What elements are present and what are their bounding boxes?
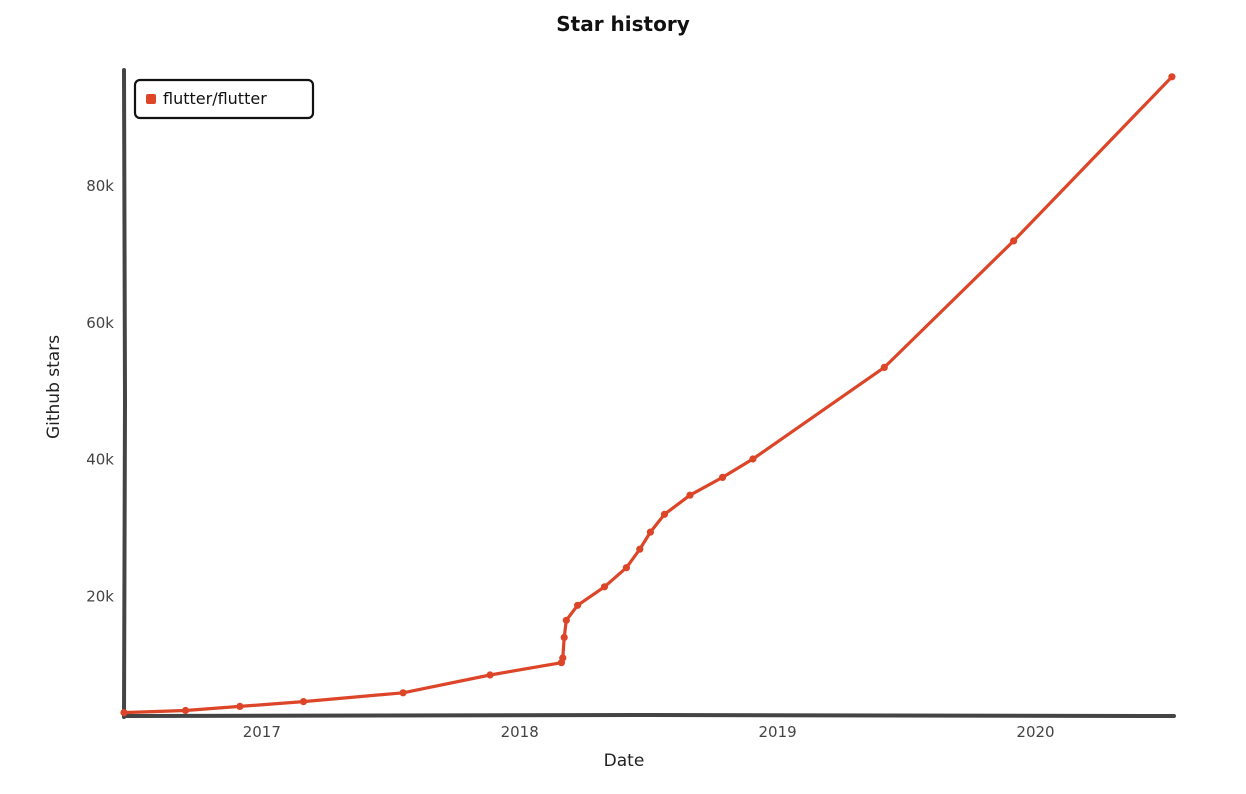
y-tick-label: 40k bbox=[86, 451, 114, 469]
series-line-0 bbox=[122, 75, 1174, 715]
data-point[interactable] bbox=[1168, 73, 1176, 81]
legend: flutter/flutter bbox=[133, 78, 315, 120]
data-point[interactable] bbox=[622, 564, 631, 572]
y-tick-label: 60k bbox=[86, 314, 114, 332]
y-tick-labels: 20k 40k 60k 80k bbox=[86, 177, 114, 605]
data-point[interactable] bbox=[560, 633, 568, 642]
x-tick-label: 2019 bbox=[759, 723, 797, 741]
data-point[interactable] bbox=[486, 671, 494, 679]
y-tick-label: 20k bbox=[86, 587, 114, 605]
data-point[interactable] bbox=[181, 706, 190, 715]
data-point[interactable] bbox=[236, 702, 244, 711]
data-point[interactable] bbox=[686, 491, 694, 499]
data-point[interactable] bbox=[600, 583, 609, 591]
series-layer bbox=[120, 73, 1176, 717]
data-point[interactable] bbox=[562, 616, 570, 624]
data-point[interactable] bbox=[636, 545, 644, 553]
legend-label-flutter: flutter/flutter bbox=[163, 89, 267, 108]
data-point[interactable] bbox=[120, 709, 128, 717]
x-tick-label: 2018 bbox=[501, 723, 539, 741]
data-point[interactable] bbox=[660, 510, 669, 518]
axes bbox=[122, 68, 1176, 719]
x-tick-label: 2017 bbox=[243, 723, 281, 741]
x-axis-line bbox=[122, 712, 1176, 718]
legend-box bbox=[133, 78, 315, 120]
data-point[interactable] bbox=[880, 363, 888, 371]
data-point[interactable] bbox=[1010, 237, 1018, 245]
data-point[interactable] bbox=[749, 455, 757, 463]
data-point[interactable] bbox=[718, 473, 727, 481]
chart-title: Star history bbox=[556, 12, 690, 36]
data-point[interactable] bbox=[646, 528, 655, 536]
x-tick-label: 2020 bbox=[1016, 723, 1054, 741]
y-axis-line bbox=[122, 68, 128, 719]
data-point[interactable] bbox=[299, 698, 308, 706]
legend-swatch bbox=[146, 94, 156, 104]
data-point[interactable] bbox=[574, 601, 582, 609]
y-axis-title: Github stars bbox=[44, 335, 64, 439]
y-tick-label: 80k bbox=[86, 177, 114, 195]
x-tick-labels: 2017 2018 2019 2020 bbox=[243, 723, 1055, 741]
data-point[interactable] bbox=[399, 689, 407, 697]
x-axis-title: Date bbox=[604, 751, 645, 771]
data-point[interactable] bbox=[559, 654, 567, 662]
